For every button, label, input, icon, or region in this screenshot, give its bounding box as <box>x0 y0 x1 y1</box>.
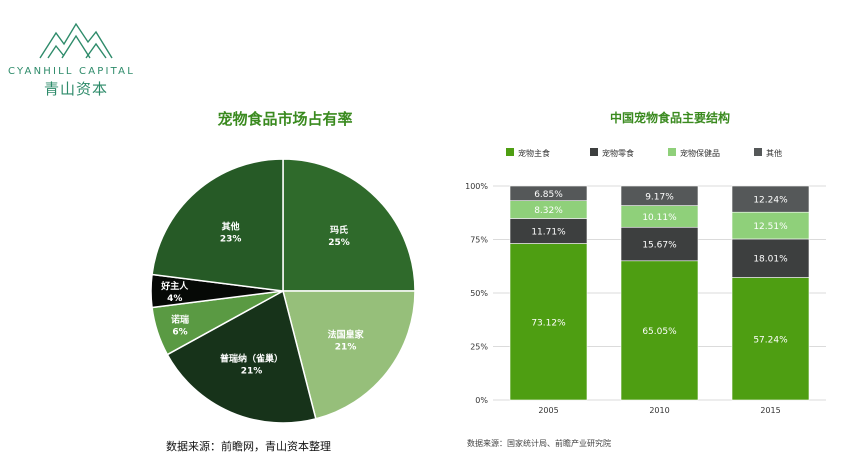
bar-segment <box>731 238 810 278</box>
bar-value-label: 11.71% <box>531 227 566 237</box>
bar-segment <box>509 185 588 201</box>
cyanhill-logo-icon <box>39 22 113 59</box>
legend-label: 宠物主食 <box>518 148 550 158</box>
y-tick-label: 25% <box>470 343 488 352</box>
legend-label: 其他 <box>766 148 782 158</box>
bar-segment <box>620 185 699 206</box>
bar-segment <box>731 211 810 240</box>
x-tick-label: 2005 <box>538 406 558 415</box>
bar-value-label: 15.67% <box>642 241 677 251</box>
pie-slice-name: 好主人 <box>160 280 189 292</box>
pie-slice <box>282 158 416 292</box>
bar-value-label: 12.24% <box>753 196 788 206</box>
legend-swatch <box>668 148 676 156</box>
brand-name-en: CYANHILL CAPITAL <box>8 66 135 77</box>
legend-label: 宠物保健品 <box>680 148 720 158</box>
y-tick-label: 75% <box>470 236 488 245</box>
pie-slice-value-label: 23% <box>220 235 242 245</box>
pie-slice <box>166 289 317 424</box>
pie-slice-value-label: 21% <box>241 367 263 377</box>
x-tick-label: 2010 <box>649 406 669 415</box>
bar-value-label: 9.17% <box>645 192 674 202</box>
pie-slice-value-label: 21% <box>335 343 357 353</box>
pie-slice-value-label: 6% <box>172 327 187 337</box>
bar-segment <box>620 226 699 262</box>
y-tick-label: 0% <box>475 396 488 405</box>
bar-segment <box>620 260 699 401</box>
bar-value-label: 65.05% <box>642 327 677 337</box>
y-tick-label: 100% <box>465 182 488 191</box>
pie-slice-value-label: 25% <box>328 238 350 248</box>
legend-swatch <box>754 148 762 156</box>
bar-chart-source: 数据来源：国家统计局、前瞻产业研究院 <box>467 439 611 448</box>
pie-slice-name: 法国皇家 <box>328 329 365 341</box>
legend-label: 宠物零食 <box>602 148 634 158</box>
pie-slice <box>282 290 416 420</box>
pie-chart-source: 数据来源：前瞻网，青山资本整理 <box>166 440 331 453</box>
bar-value-label: 18.01% <box>753 255 788 265</box>
pie-slice-value-label: 4% <box>167 294 182 304</box>
bar-segment <box>509 243 588 401</box>
y-tick-label: 50% <box>470 289 488 298</box>
pie-slice <box>151 158 284 292</box>
bar-value-label: 73.12% <box>531 318 566 328</box>
pie-slice-name: 玛氏 <box>330 224 348 236</box>
bar-value-label: 6.85% <box>534 190 563 200</box>
pie-chart-title: 宠物食品市场占有率 <box>217 110 353 128</box>
bar-value-label: 8.32% <box>534 206 563 216</box>
bar-chart-title: 中国宠物食品主要结构 <box>609 111 730 125</box>
brand-name-cn: 青山资本 <box>44 80 109 98</box>
pie-slice-name: 诺瑞 <box>171 313 189 325</box>
pie-slice-name: 普瑞纳（雀巢） <box>220 353 283 365</box>
bar-segment <box>731 277 810 401</box>
bar-segment <box>731 185 810 213</box>
x-tick-label: 2015 <box>760 406 780 415</box>
bar-value-label: 10.11% <box>642 213 677 223</box>
bar-value-label: 12.51% <box>753 222 788 232</box>
bar-value-label: 57.24% <box>753 335 788 345</box>
legend-swatch <box>590 148 598 156</box>
legend-swatch <box>506 148 514 156</box>
pie-slice-name: 其他 <box>222 221 240 233</box>
